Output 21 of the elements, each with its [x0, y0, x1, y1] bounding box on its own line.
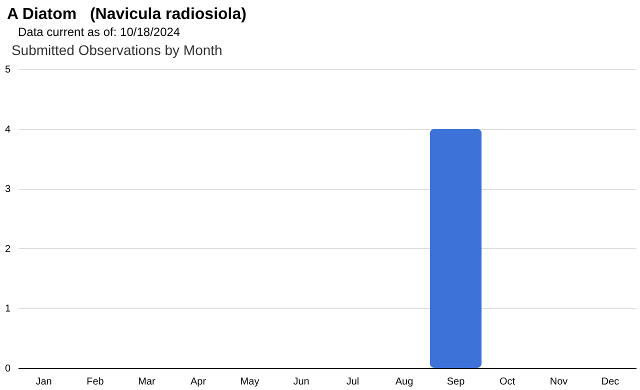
y-tick-label: 5 — [4, 64, 11, 76]
x-tick-label: Sep — [446, 376, 466, 388]
x-tick-label: Jul — [346, 376, 360, 388]
y-tick-label: 0 — [4, 364, 11, 374]
x-tick-label: Apr — [190, 376, 207, 388]
x-tick-label: Feb — [86, 376, 104, 388]
x-tick-label: Jun — [293, 376, 310, 388]
text: Submitted Observations by Month — [11, 42, 222, 58]
x-tick-label: Nov — [550, 376, 568, 388]
x-tick-label: Dec — [601, 376, 620, 388]
y-tick-label: 2 — [4, 244, 11, 255]
chart-title: A Diatom (Navicula radiosiola) — [7, 6, 246, 24]
x-tick-label: Oct — [499, 376, 516, 388]
chart-subtitle: Data current as of: 10/18/2024 — [18, 25, 180, 39]
y-tick-label: 3 — [4, 184, 11, 196]
y-tick-label: 1 — [4, 304, 11, 315]
y-tick-label: 4 — [4, 124, 11, 136]
x-tick-label: Mar — [138, 376, 156, 388]
x-tick-label: May — [240, 376, 260, 388]
x-tick-label: Aug — [395, 376, 414, 388]
x-tick-label: Jan — [36, 376, 52, 388]
